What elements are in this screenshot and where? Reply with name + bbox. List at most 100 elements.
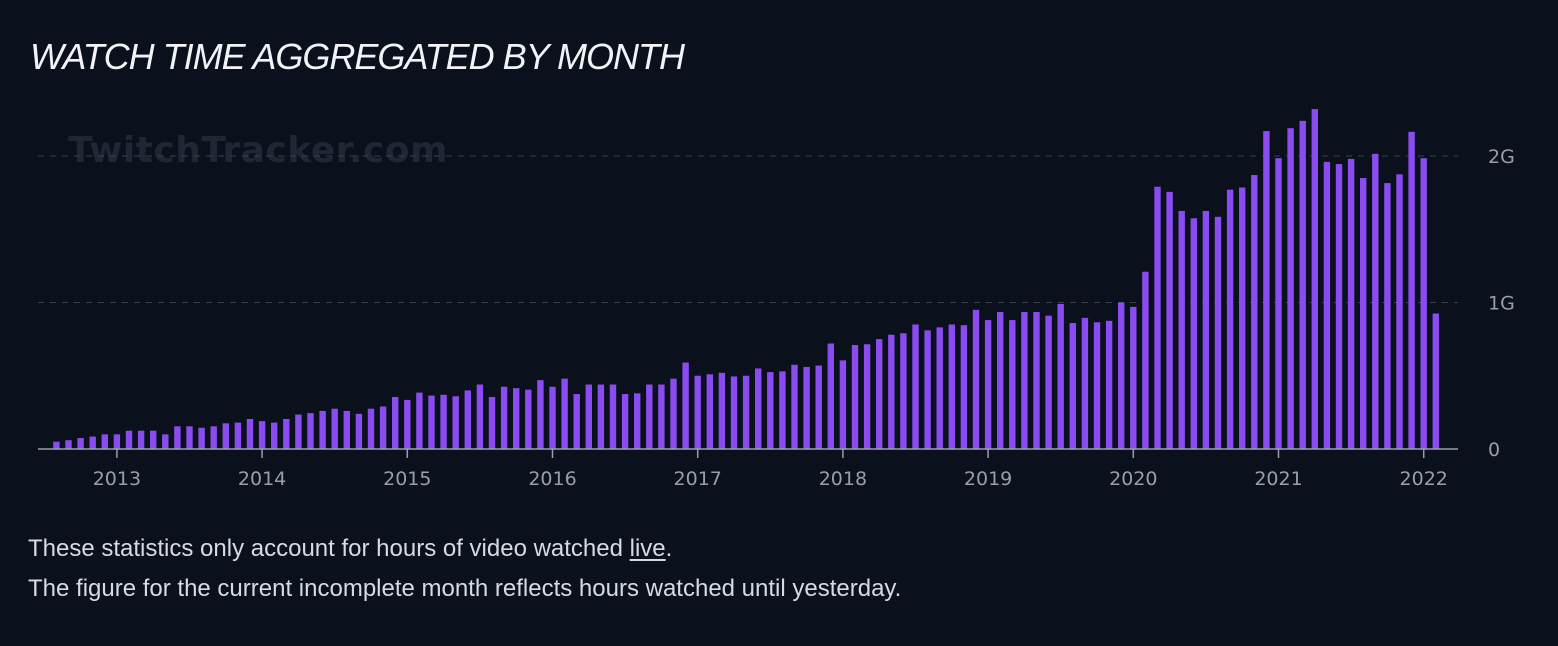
bar[interactable] <box>1009 320 1016 449</box>
bar[interactable] <box>1408 131 1415 449</box>
bar[interactable] <box>851 344 859 450</box>
bar[interactable] <box>1323 161 1331 450</box>
bar[interactable] <box>367 408 375 449</box>
bar[interactable] <box>670 378 677 449</box>
bar[interactable] <box>876 339 883 450</box>
bar[interactable] <box>1311 109 1318 450</box>
bar[interactable] <box>742 375 750 449</box>
bar[interactable] <box>694 375 701 449</box>
bar[interactable] <box>658 384 665 449</box>
bar[interactable] <box>585 384 592 449</box>
bar[interactable] <box>1263 131 1270 449</box>
bar[interactable] <box>113 434 121 449</box>
bar[interactable] <box>271 422 278 449</box>
bar[interactable] <box>440 394 447 449</box>
bar[interactable] <box>162 434 169 449</box>
bar[interactable] <box>1178 210 1185 449</box>
bar[interactable] <box>513 388 520 449</box>
bar[interactable] <box>549 386 556 449</box>
bar[interactable] <box>537 380 544 449</box>
bar[interactable] <box>488 396 496 449</box>
bar[interactable] <box>984 320 992 449</box>
bar[interactable] <box>1166 191 1173 449</box>
bar[interactable] <box>283 418 290 449</box>
bar[interactable] <box>1432 313 1439 449</box>
bar[interactable] <box>355 413 363 449</box>
bar[interactable] <box>682 362 689 449</box>
bar[interactable] <box>561 378 568 449</box>
bar[interactable] <box>924 330 931 449</box>
bar[interactable] <box>1335 164 1343 449</box>
bar[interactable] <box>307 413 314 449</box>
bar[interactable] <box>1275 158 1282 449</box>
bar[interactable] <box>767 372 774 449</box>
bar[interactable] <box>101 434 108 449</box>
bar[interactable] <box>1081 317 1089 449</box>
bar[interactable] <box>1190 218 1197 449</box>
bar[interactable] <box>621 394 629 449</box>
bar[interactable] <box>1057 303 1064 449</box>
bar[interactable] <box>597 384 605 449</box>
bar[interactable] <box>343 410 350 449</box>
bar[interactable] <box>1384 183 1391 449</box>
bar[interactable] <box>609 384 617 449</box>
bar[interactable] <box>888 334 895 449</box>
bar[interactable] <box>1347 158 1355 449</box>
bar[interactable] <box>1396 174 1403 449</box>
bar[interactable] <box>137 430 145 449</box>
bar[interactable] <box>791 364 798 449</box>
bar[interactable] <box>1251 175 1258 450</box>
bar[interactable] <box>222 423 229 449</box>
bar[interactable] <box>77 438 84 449</box>
bar[interactable] <box>815 365 822 450</box>
bar[interactable] <box>452 396 459 449</box>
bar[interactable] <box>1069 323 1076 449</box>
bar[interactable] <box>779 371 786 449</box>
bar[interactable] <box>755 368 762 450</box>
bar[interactable] <box>234 422 242 449</box>
bar[interactable] <box>900 333 907 449</box>
bar[interactable] <box>1360 177 1367 450</box>
bar[interactable] <box>319 410 326 449</box>
bar[interactable] <box>972 309 980 449</box>
bar[interactable] <box>730 376 738 449</box>
bar[interactable] <box>525 389 532 449</box>
bar[interactable] <box>1214 216 1222 449</box>
bar[interactable] <box>1033 312 1040 449</box>
bar[interactable] <box>476 384 484 449</box>
bar[interactable] <box>1226 189 1234 449</box>
bar[interactable] <box>1154 186 1161 449</box>
bar[interactable] <box>428 395 435 449</box>
bar[interactable] <box>500 386 508 449</box>
bar[interactable] <box>634 393 641 449</box>
bar[interactable] <box>803 366 810 449</box>
bar[interactable] <box>1118 302 1125 450</box>
bar[interactable] <box>150 430 157 449</box>
live-link[interactable]: live <box>629 535 666 562</box>
bar[interactable] <box>404 399 411 449</box>
bar[interactable] <box>960 325 968 449</box>
bar[interactable] <box>53 441 60 450</box>
bar[interactable] <box>997 312 1004 449</box>
bar[interactable] <box>295 414 302 449</box>
bar[interactable] <box>125 430 133 449</box>
bar[interactable] <box>174 426 181 449</box>
bar[interactable] <box>1299 120 1306 449</box>
bar[interactable] <box>1093 322 1101 449</box>
bar[interactable] <box>379 406 387 449</box>
bar[interactable] <box>1239 187 1246 450</box>
bar[interactable] <box>89 436 96 449</box>
bar[interactable] <box>718 372 726 449</box>
bar[interactable] <box>646 384 653 449</box>
bar[interactable] <box>186 426 193 449</box>
bar[interactable] <box>573 394 580 449</box>
bar[interactable] <box>912 324 919 449</box>
bar[interactable] <box>1142 271 1149 449</box>
bar[interactable] <box>246 418 254 449</box>
bar[interactable] <box>392 396 399 449</box>
bar[interactable] <box>706 374 713 449</box>
bar[interactable] <box>1287 128 1294 450</box>
bar[interactable] <box>1105 320 1113 449</box>
bar[interactable] <box>65 440 72 449</box>
bar[interactable] <box>1420 158 1427 449</box>
